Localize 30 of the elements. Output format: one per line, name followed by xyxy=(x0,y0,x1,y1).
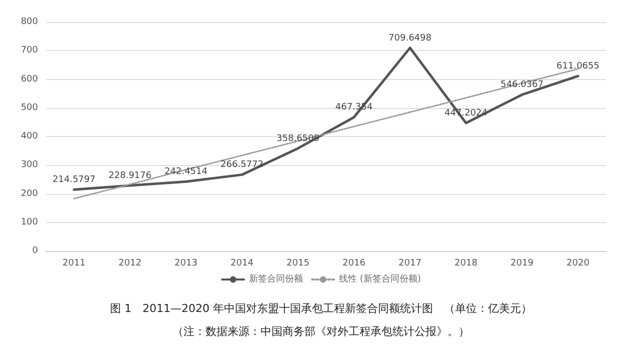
y-tick-label: 300 xyxy=(20,160,38,170)
y-tick-label: 500 xyxy=(20,102,38,113)
x-tick-label: 2016 xyxy=(342,258,366,268)
y-tick-label: 0 xyxy=(32,246,38,256)
data-label: 546.0367 xyxy=(500,80,544,90)
x-tick-label: 2015 xyxy=(286,258,310,268)
data-label: 709.6498 xyxy=(388,33,432,44)
x-tick-label: 2020 xyxy=(566,258,590,268)
data-label: 611.0655 xyxy=(556,62,600,72)
y-tick-label: 700 xyxy=(20,46,38,56)
x-tick-label: 2011 xyxy=(62,258,86,268)
y-tick-label: 100 xyxy=(20,217,38,228)
x-tick-label: 2014 xyxy=(230,258,254,268)
x-tick-label: 2019 xyxy=(510,258,534,268)
x-tick-label: 2017 xyxy=(398,258,422,268)
data-label: 266.5772 xyxy=(220,160,264,170)
legend-label: 新签合同份额 xyxy=(249,274,304,284)
legend-label: 线性 (新签合同份额) xyxy=(339,274,421,284)
y-tick-label: 200 xyxy=(20,188,38,199)
text: 图 1 2011—2020 年中国对东盟十国承包工程新签合同额统计图 （单位：亿美元） xyxy=(110,302,532,315)
data-label: 214.5797 xyxy=(52,175,96,186)
y-tick-label: 800 xyxy=(20,17,38,27)
y-tick-label: 600 xyxy=(20,74,38,84)
data-label: 228.9176 xyxy=(108,170,152,181)
y-tick-label: 400 xyxy=(20,132,38,142)
text: （注：数据来源：中国商务部《对外工程承包统计公报》。） xyxy=(172,325,470,338)
x-tick-label: 2013 xyxy=(174,258,198,268)
x-tick-label: 2012 xyxy=(118,258,142,268)
x-tick-label: 2018 xyxy=(454,258,478,268)
data-label: 242.4514 xyxy=(164,167,208,178)
